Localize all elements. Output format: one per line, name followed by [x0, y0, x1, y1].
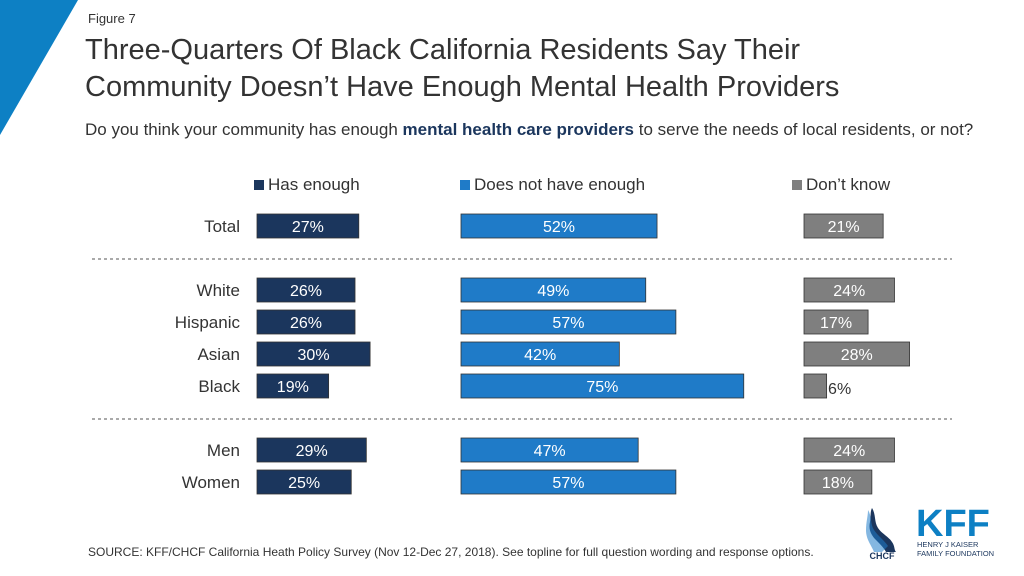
bar-dont-know-hispanic [803, 309, 869, 335]
category-label-white: White [197, 281, 240, 300]
bar-dont-know-women [803, 469, 873, 495]
subtitle-text-2: to serve the needs of local residents, o… [634, 120, 974, 139]
data-label-has-enough-women: 25% [288, 475, 320, 492]
bar-not-enough-total [460, 213, 658, 239]
data-label-not-enough-men: 47% [534, 443, 566, 460]
legend-label-has-enough: Has enough [268, 175, 360, 194]
bar-has-enough-hispanic [256, 309, 356, 335]
data-label-not-enough-black: 75% [586, 379, 618, 396]
data-label-not-enough-total: 52% [543, 219, 575, 236]
chart-title: Three-Quarters Of Black California Resid… [85, 32, 985, 106]
bar-dont-know-men [803, 437, 895, 463]
kff-logo: KFF HENRY J KAISER FAMILY FOUNDATION [916, 503, 994, 558]
data-label-dont-know-asian: 28% [841, 347, 873, 364]
chcf-logo: CHCF [866, 508, 896, 560]
data-label-dont-know-men: 24% [833, 443, 865, 460]
category-label-hispanic: Hispanic [175, 313, 241, 332]
category-label-black: Black [198, 377, 240, 396]
bar-not-enough-hispanic [460, 309, 677, 335]
bar-not-enough-white [460, 277, 647, 303]
figure-label: Figure 7 [88, 11, 136, 26]
bar-dont-know-total [803, 213, 884, 239]
bar-has-enough-women [256, 469, 352, 495]
category-label-women: Women [182, 473, 240, 492]
category-label-total: Total [204, 217, 240, 236]
subtitle-emphasis: mental health care providers [402, 120, 634, 139]
legend-swatch-dont-know [792, 180, 802, 190]
bar-has-enough-white [256, 277, 356, 303]
category-label-men: Men [207, 441, 240, 460]
data-label-has-enough-hispanic: 26% [290, 315, 322, 332]
legend-label-not-enough: Does not have enough [474, 175, 646, 194]
kff-logo-line-2: FAMILY FOUNDATION [917, 549, 994, 558]
bar-not-enough-men [460, 437, 639, 463]
legend-swatch-not-enough [460, 180, 470, 190]
chart-title-line-1: Three-Quarters Of Black California Resid… [85, 34, 801, 66]
data-label-dont-know-black: 6% [828, 381, 851, 398]
bar-has-enough-asian [256, 341, 371, 367]
data-label-dont-know-women: 18% [822, 475, 854, 492]
data-label-not-enough-white: 49% [537, 283, 569, 300]
data-label-has-enough-white: 26% [290, 283, 322, 300]
data-label-has-enough-men: 29% [296, 443, 328, 460]
chart-subtitle: Do you think your community has enough m… [85, 118, 985, 141]
data-label-not-enough-hispanic: 57% [552, 315, 584, 332]
data-label-dont-know-white: 24% [833, 283, 865, 300]
data-label-dont-know-total: 21% [828, 219, 860, 236]
category-label-asian: Asian [197, 345, 240, 364]
legend-swatch-has-enough [254, 180, 264, 190]
legend-item-not-enough: Does not have enough [460, 175, 645, 195]
source-note: SOURCE: KFF/CHCF California Heath Policy… [88, 545, 814, 559]
legend-item-has-enough: Has enough [254, 175, 360, 195]
bar-dont-know-white [803, 277, 895, 303]
bar-has-enough-black [256, 373, 330, 399]
kff-logo-line-1: HENRY J KAISER [917, 540, 979, 549]
bar-dont-know-asian [803, 341, 910, 367]
bar-dont-know-black [803, 373, 828, 399]
data-label-not-enough-women: 57% [552, 475, 584, 492]
bar-has-enough-total [256, 213, 360, 239]
bar-not-enough-black [460, 373, 745, 399]
legend-item-dont-know: Don’t know [792, 175, 890, 195]
legend-label-dont-know: Don’t know [806, 175, 891, 194]
bar-not-enough-asian [460, 341, 620, 367]
corner-accent [0, 0, 78, 135]
data-label-dont-know-hispanic: 17% [820, 315, 852, 332]
data-label-has-enough-black: 19% [277, 379, 309, 396]
chcf-logo-text: CHCF [870, 551, 895, 560]
data-label-has-enough-total: 27% [292, 219, 324, 236]
data-label-has-enough-asian: 30% [298, 347, 330, 364]
kff-logo-text: KFF [916, 503, 990, 545]
bar-has-enough-men [256, 437, 367, 463]
subtitle-text-1: Do you think your community has enough [85, 120, 403, 139]
bar-not-enough-women [460, 469, 677, 495]
chart-title-line-2: Community Doesn’t Have Enough Mental Hea… [85, 71, 840, 103]
data-label-not-enough-asian: 42% [524, 347, 556, 364]
